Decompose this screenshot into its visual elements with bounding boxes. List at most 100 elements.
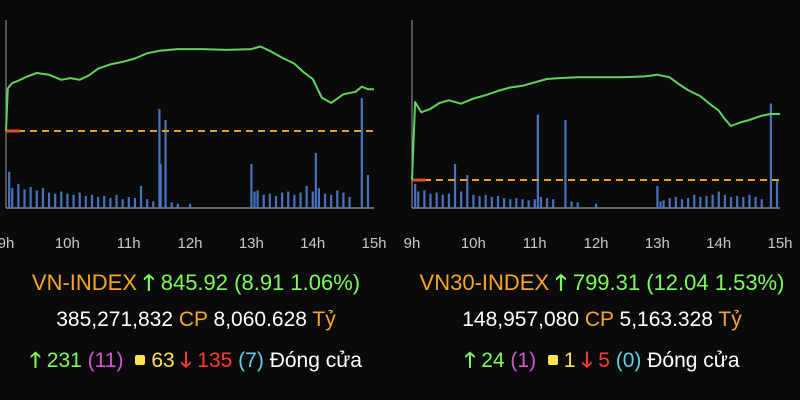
volume-bar [484, 194, 487, 208]
index-name: VN-INDEX [31, 270, 138, 295]
x-tick-label: 10h [55, 235, 80, 252]
volume-bar [256, 190, 259, 208]
volume-bar [189, 203, 192, 208]
volume-bar [133, 198, 136, 208]
decliners-arrow-icon: 🡓 [581, 349, 593, 372]
volume-bar [521, 199, 524, 208]
volume-bar [348, 197, 351, 208]
volume-bar [72, 194, 75, 208]
volume-bar [417, 191, 420, 208]
volume-bar [60, 191, 63, 208]
index-change: (8.91 1.06%) [234, 270, 361, 295]
volume-bar [742, 197, 745, 208]
volume-bar [17, 183, 20, 208]
volume-bar [66, 193, 69, 208]
volume-bar [659, 201, 662, 208]
volume-bar [281, 192, 284, 208]
price-line [5, 45, 374, 132]
x-tick-label: 10h [461, 235, 486, 252]
volume-bar [429, 193, 432, 208]
volume-bar [29, 187, 32, 208]
breadth-line: 🡑 24 (1) 1 🡓 5 (0) Đóng cửa [408, 346, 796, 376]
floor-count: (7) [238, 349, 264, 372]
volume-bar [139, 186, 143, 208]
volume-bar [754, 197, 757, 208]
volume-bar [503, 198, 506, 208]
volume-bar [317, 188, 320, 208]
volume-bar [539, 197, 542, 208]
x-tick-label: 12h [583, 235, 608, 252]
volume-value: 148,957,080 [462, 308, 580, 331]
volume-bar [90, 194, 94, 208]
index-name: VN30-INDEX [419, 270, 550, 295]
advancers-count: 24 [481, 349, 505, 372]
x-tick-label: 13h [239, 235, 264, 252]
vn30-index-panel: 9h 10h 11h 12h 13h 14h 15h VN30-INDEX 🡑 799.31… [404, 0, 796, 400]
unchanged-count: 63 [151, 349, 175, 372]
x-tick-label: 15h [767, 235, 792, 252]
volume-bar [268, 193, 271, 208]
volume-bar [472, 194, 475, 208]
volume-bar [490, 197, 493, 208]
volume-bar [336, 190, 339, 208]
volume-bar [262, 194, 265, 208]
volume-bar [723, 194, 726, 208]
volume-bar [668, 198, 671, 208]
volume-bar [305, 186, 308, 208]
volume-bar [323, 193, 327, 208]
x-tick-label: 9h [404, 235, 421, 252]
market-status: Đóng cửa [269, 349, 362, 372]
x-tick-label: 14h [706, 235, 731, 252]
decliners-count: 5 [598, 349, 610, 372]
volume-bar [253, 191, 256, 208]
floor-count: (0) [615, 349, 642, 372]
up-arrow-icon: 🡑 [143, 270, 155, 295]
volume-unit: CP [178, 308, 208, 331]
volume-bar [496, 195, 500, 208]
volume-bar [330, 194, 333, 208]
volume-bar [35, 190, 38, 208]
x-tick-label: 11h [117, 235, 141, 252]
index-change: (12.04 1.53%) [646, 270, 785, 295]
volume-bar [711, 194, 714, 208]
volume-bar [164, 120, 167, 208]
volume-bar [84, 195, 87, 208]
volume-bar [693, 194, 696, 208]
market-status: Đóng cửa [647, 349, 740, 372]
volume-unit: CP [584, 308, 614, 331]
volume-bar [41, 188, 44, 208]
volume-bar [441, 194, 444, 208]
x-tick-label: 13h [645, 235, 670, 252]
x-tick-label: 14h [300, 235, 325, 252]
turnover-value: 5,163.328 [619, 308, 713, 331]
volume-bar [656, 186, 659, 208]
vn-index-panel: 9h 10h 11h 12h 13h 14h 15h VN-INDEX 🡑 845.92 (… [0, 0, 390, 400]
volume-line: 148,957,080 CP 5,163.328 Tỷ [408, 305, 796, 335]
vn30-index-chart: 9h 10h 11h 12h 13h 14h 15h [404, 20, 793, 252]
volume-bar [570, 201, 573, 208]
volume-bar [159, 164, 162, 208]
volume-bar [435, 192, 438, 208]
turnover-unit: Tỷ [312, 308, 336, 331]
advancers-arrow-icon: 🡑 [30, 349, 41, 372]
turnover-value: 8,060.628 [213, 308, 307, 331]
unchanged-square-icon [547, 354, 558, 365]
up-arrow-icon: 🡑 [555, 270, 567, 295]
volume-bar [97, 197, 100, 208]
volume-bar [342, 192, 345, 208]
volume-bar [564, 120, 567, 208]
decliners-arrow-icon: 🡓 [180, 349, 192, 372]
volume-bar [736, 195, 739, 208]
volume-bar [576, 202, 579, 208]
volume-bar [533, 199, 536, 208]
volume-bar [127, 197, 130, 208]
volume-bar [414, 183, 417, 208]
volume-bar [447, 193, 450, 208]
volume-bar [775, 180, 779, 208]
advancers-arrow-icon: 🡑 [464, 349, 476, 372]
volume-bar [536, 114, 539, 208]
volume-bar [595, 203, 598, 208]
volume-bar [121, 199, 124, 208]
volume-bar [515, 198, 518, 208]
decliners-count: 135 [197, 349, 233, 372]
